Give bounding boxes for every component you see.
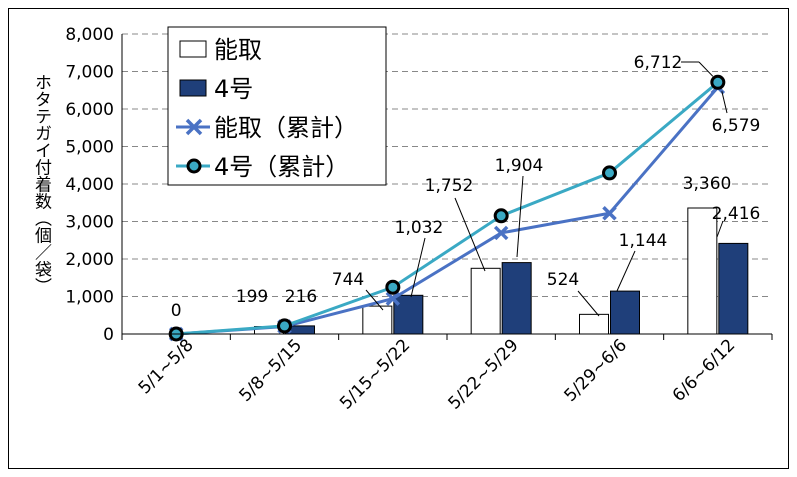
point-4gou-cumulative bbox=[277, 318, 292, 334]
x-tick-label: 5/15~5/22 bbox=[336, 335, 414, 413]
data-label-notori: 199 bbox=[236, 287, 268, 307]
legend-label: 能取（累計） bbox=[214, 114, 358, 142]
data-label-4gou-cumulative: 6,712 bbox=[634, 53, 683, 73]
bar-4gou bbox=[393, 294, 424, 335]
legend-swatch-4gou bbox=[179, 79, 207, 97]
lines-layer bbox=[168, 74, 726, 342]
x-marker-stroke bbox=[385, 291, 401, 306]
data-label-notori: 3,360 bbox=[683, 174, 732, 194]
data-label-4gou: 1,904 bbox=[495, 156, 544, 176]
bar-notori bbox=[579, 313, 609, 335]
data-label-notori: 524 bbox=[547, 270, 579, 290]
x-marker-stroke bbox=[602, 206, 617, 221]
data-label-notori: 0 bbox=[171, 301, 182, 321]
x-marker-stroke bbox=[493, 225, 509, 241]
data-label-4gou: 1,144 bbox=[619, 231, 668, 251]
point-4gou-cumulative bbox=[710, 74, 726, 90]
leader-line bbox=[698, 61, 714, 77]
y-tick-label: 1,000 bbox=[65, 288, 114, 308]
leader-line bbox=[577, 290, 600, 317]
data-label-4gou: 1,032 bbox=[395, 218, 444, 238]
bar-4gou bbox=[610, 290, 640, 335]
leader-line bbox=[616, 250, 636, 292]
bar-notori bbox=[470, 267, 501, 335]
legend-label: 能取 bbox=[214, 36, 262, 64]
point-notori-cumulative bbox=[385, 291, 401, 306]
x-marker-stroke bbox=[185, 118, 203, 136]
data-label-notori-cumulative: 6,579 bbox=[712, 116, 761, 136]
point-notori-cumulative bbox=[493, 225, 509, 241]
legend-label: 4号（累計） bbox=[214, 153, 349, 181]
legend-swatch-notori-cumulative bbox=[176, 118, 210, 136]
chart-frame: 0 1,000 2,000 3,000 4,000 5,000 6,000 7,000 8,00… bbox=[8, 8, 789, 469]
y-tick-label: 5,000 bbox=[65, 138, 114, 158]
leader-line bbox=[454, 197, 486, 272]
x-tick-label: 5/29~6/6 bbox=[560, 335, 631, 406]
x-tick-label: 5/22~5/29 bbox=[444, 335, 522, 413]
y-tick-label: 6,000 bbox=[65, 100, 114, 120]
point-4gou-cumulative bbox=[493, 208, 509, 224]
leader-line bbox=[716, 220, 724, 238]
data-label-4gou: 216 bbox=[285, 287, 317, 307]
bar-4gou bbox=[718, 242, 749, 335]
x-tick-label: 6/6~6/12 bbox=[669, 335, 740, 406]
leader-line bbox=[365, 289, 384, 311]
legend-label: 4号 bbox=[214, 75, 253, 103]
y-tick-label: 7,000 bbox=[65, 63, 114, 83]
y-tick-label: 0 bbox=[103, 325, 114, 345]
bar-4gou bbox=[501, 262, 532, 335]
data-label-notori: 744 bbox=[332, 270, 364, 290]
legend-swatch-notori bbox=[179, 40, 207, 58]
data-label-4gou: 2,416 bbox=[712, 204, 761, 224]
y-tick-label: 2,000 bbox=[65, 250, 114, 270]
data-label-notori: 1,752 bbox=[425, 176, 474, 196]
legend-marker bbox=[186, 158, 202, 174]
point-4gou-cumulative bbox=[385, 279, 401, 295]
leader-line bbox=[721, 91, 728, 114]
leader-line bbox=[516, 175, 524, 258]
data-labels-layer: 0 199 744 1,752 524 3,360 216 1,032 1,904 1,144 2,… bbox=[171, 53, 761, 321]
chart-svg: 0 1,000 2,000 3,000 4,000 5,000 6,000 7,000 8,00… bbox=[31, 25, 773, 414]
y-tick-label: 8,000 bbox=[65, 25, 114, 45]
leader-line bbox=[410, 237, 426, 298]
y-tick-label: 3,000 bbox=[65, 213, 114, 233]
bar-notori bbox=[362, 305, 393, 335]
x-tick-label: 5/1~5/8 bbox=[135, 335, 198, 398]
x-tick-label: 5/8~5/15 bbox=[235, 335, 306, 406]
grid-layer bbox=[122, 33, 772, 297]
point-4gou-cumulative bbox=[602, 165, 617, 181]
legend-swatch-4gou-cumulative bbox=[176, 158, 210, 174]
y-axis-label: ホタテガイ付着数（個／袋） bbox=[31, 74, 52, 295]
bar-notori bbox=[687, 207, 718, 335]
point-notori-cumulative bbox=[602, 206, 617, 221]
series-line-4gou-cumulative bbox=[176, 81, 719, 336]
y-tick-label: 4,000 bbox=[65, 175, 114, 195]
